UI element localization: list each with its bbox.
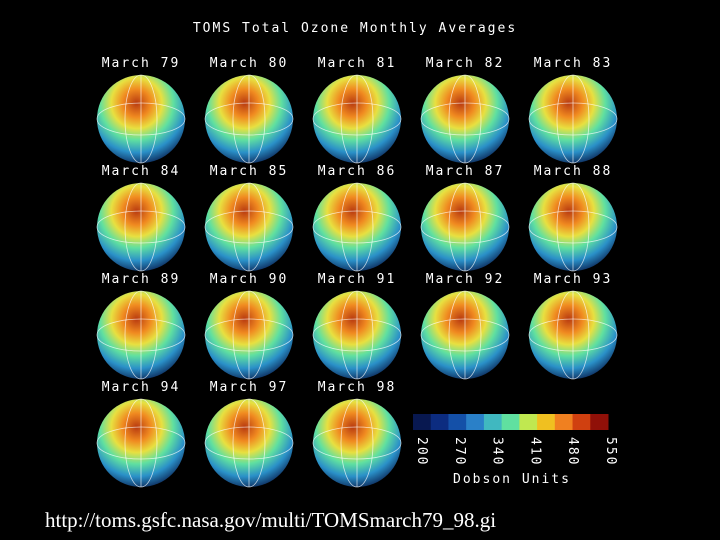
caption: http://toms.gsfc.nasa.gov/multi/TOMSmarc… xyxy=(45,508,496,532)
colorbar-tick-label: 410 xyxy=(527,437,542,466)
colorbar-label: Dobson Units xyxy=(453,472,571,487)
colorbar-tick-label: 200 xyxy=(414,437,429,466)
colorbar-swatch xyxy=(466,414,485,430)
panel-grid: March 79 March 80 March 81 March 82 March 83… xyxy=(96,56,618,488)
panel-label: March 84 xyxy=(102,164,181,179)
panel-label: March 91 xyxy=(318,272,397,287)
panel-label: March 79 xyxy=(102,56,181,71)
colorbar-swatch xyxy=(430,414,449,430)
panel-label: March 87 xyxy=(426,164,505,179)
panel-label: March 81 xyxy=(318,56,397,71)
colorbar: 200 270 340 410 480 550 xyxy=(413,414,618,466)
colorbar-tick-label: 550 xyxy=(603,437,618,466)
colorbar-swatch xyxy=(572,414,591,430)
panel-label: March 98 xyxy=(318,380,397,395)
colorbar-swatch xyxy=(554,414,574,430)
colorbar-swatch xyxy=(590,414,609,430)
panel-label: March 92 xyxy=(426,272,505,287)
colorbar-tick-label: 340 xyxy=(490,437,505,466)
panel-label: March 86 xyxy=(318,164,397,179)
colorbar-tick-label: 270 xyxy=(452,437,467,466)
colorbar-tick-label: 480 xyxy=(565,437,580,466)
panel-label: March 82 xyxy=(426,56,505,71)
title: TOMS Total Ozone Monthly Averages xyxy=(193,21,517,36)
panel-label: March 97 xyxy=(210,380,289,395)
colorbar-swatch xyxy=(537,414,556,430)
colorbar-swatch xyxy=(448,414,467,430)
colorbar-swatch xyxy=(413,414,432,430)
colorbar-swatch xyxy=(501,414,520,430)
panel-label: March 80 xyxy=(210,56,289,71)
panel-label: March 90 xyxy=(210,272,289,287)
panel-label: March 89 xyxy=(102,272,181,287)
panel-label: March 83 xyxy=(534,56,613,71)
panel-label: March 93 xyxy=(534,272,613,287)
panel-label: March 85 xyxy=(210,164,289,179)
panel-label: March 88 xyxy=(534,164,613,179)
panel-label: March 94 xyxy=(102,380,181,395)
colorbar-swatch xyxy=(483,414,503,430)
colorbar-swatch xyxy=(519,414,538,430)
